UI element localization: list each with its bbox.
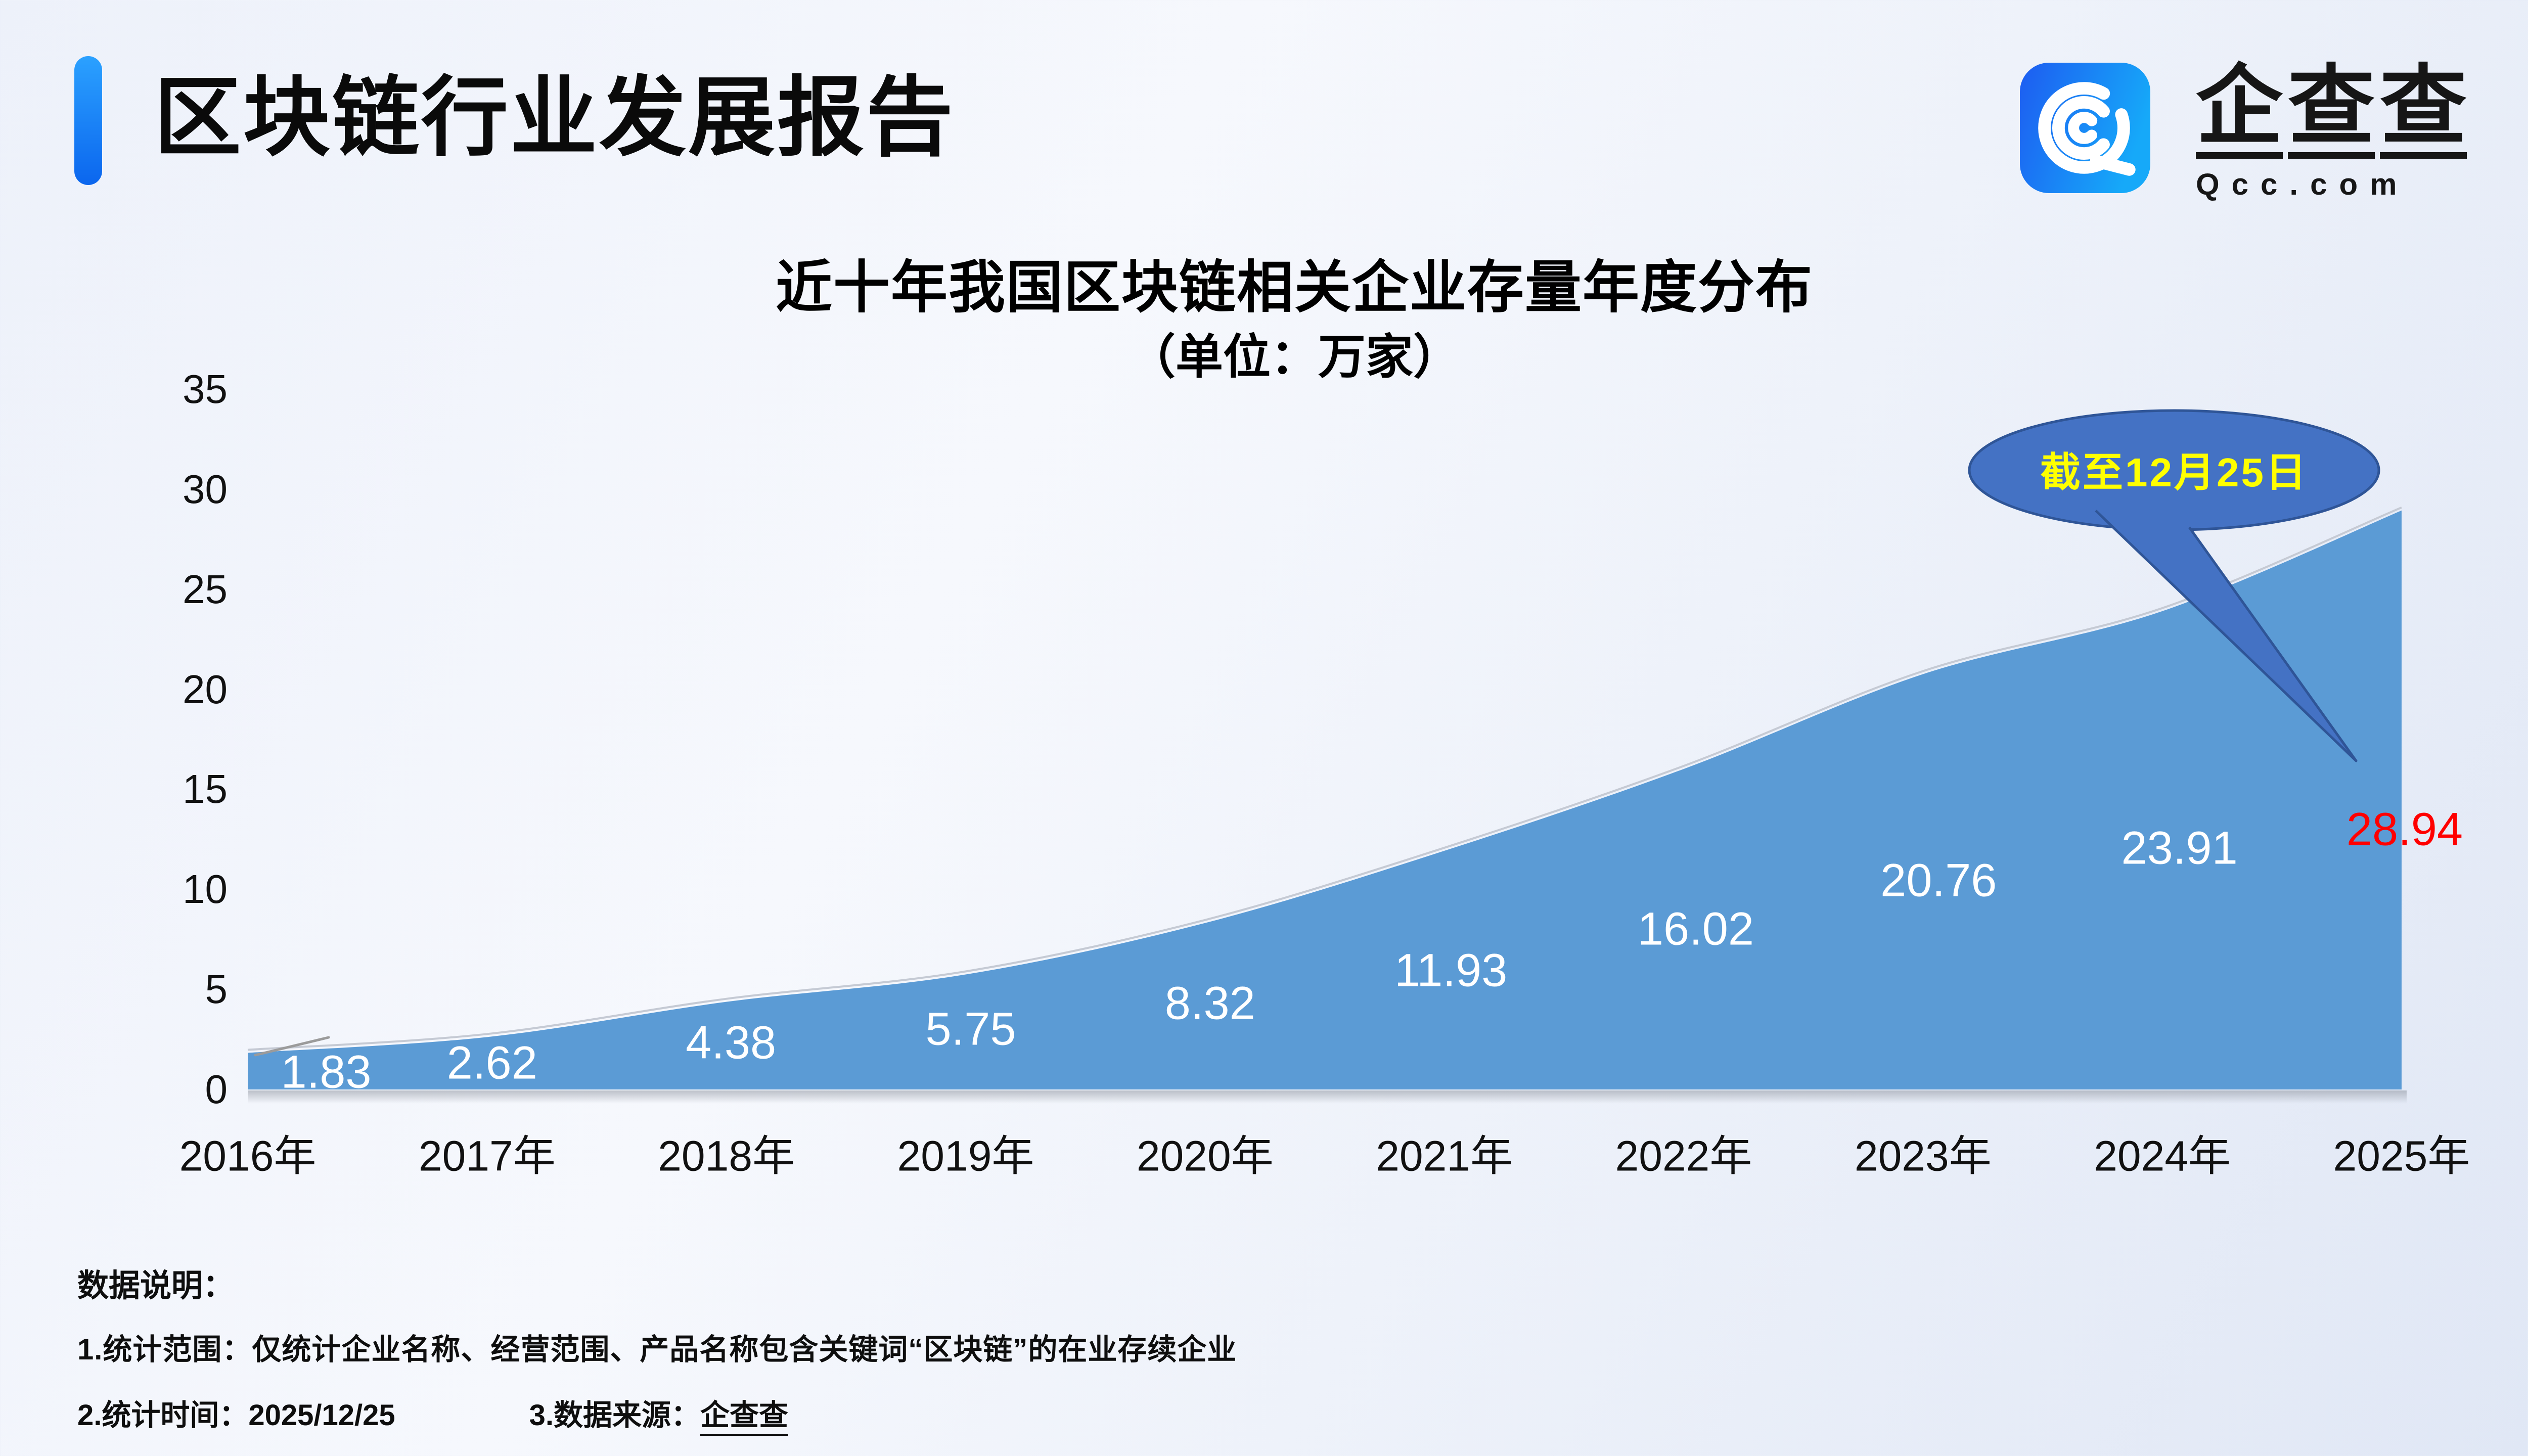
- x-axis-tick-label: 2024年: [2094, 1132, 2231, 1180]
- data-label: 8.32: [1164, 977, 1255, 1029]
- title-accent-bar: [74, 56, 102, 185]
- x-axis-tick-label: 2020年: [1136, 1132, 1274, 1180]
- x-axis-tick-label: 2019年: [897, 1132, 1034, 1180]
- data-label-highlight: 28.94: [2346, 803, 2463, 855]
- logo-text-block: 企 查 查 Qcc.com: [2196, 63, 2472, 202]
- y-axis-tick-label: 35: [183, 367, 228, 412]
- area-series: [248, 510, 2402, 1089]
- x-axis-tick-label: 2022年: [1615, 1132, 1752, 1180]
- data-label: 1.83: [281, 1046, 372, 1098]
- qcc-logo: 企 查 查 Qcc.com: [2020, 63, 2472, 202]
- notes-heading: 数据说明：: [77, 1268, 235, 1303]
- qcc-spiral-q-icon: [2020, 63, 2150, 193]
- x-axis-tick-label: 2018年: [658, 1132, 795, 1180]
- y-axis-tick-label: 25: [183, 566, 228, 612]
- data-label: 11.93: [1394, 944, 1508, 996]
- data-label: 5.75: [925, 1003, 1016, 1055]
- note-data-source: 3.数据来源：企查查: [529, 1391, 789, 1436]
- y-axis-tick-label: 20: [183, 666, 228, 712]
- x-axis-tick-label: 2021年: [1376, 1132, 1513, 1180]
- logo-name-char: 查: [2380, 63, 2467, 159]
- y-axis-tick-label: 0: [205, 1067, 228, 1112]
- note-statistics-scope: 1.统计范围：仅统计企业名称、经营范围、产品名称包含关键词“区块链”的在业存续企…: [77, 1333, 1237, 1366]
- chart-subtitle: （单位：万家）: [1127, 330, 1461, 383]
- logo-name-char: 企: [2196, 63, 2283, 159]
- data-label: 20.76: [1880, 854, 1997, 906]
- qcc-logo-icon: [2020, 63, 2150, 193]
- logo-name: 企 查 查: [2196, 63, 2472, 159]
- data-label: 4.38: [686, 1017, 777, 1069]
- callout-text: 截至12月25日: [2040, 450, 2308, 495]
- chart-title: 近十年我国区块链相关企业存量年度分布: [776, 256, 1813, 319]
- y-axis-tick-label: 10: [183, 867, 228, 912]
- x-axis-tick-label: 2023年: [1854, 1132, 1992, 1180]
- report-title: 区块链行业发展报告: [154, 69, 955, 166]
- note-data-source-label: 3.数据来源：: [529, 1399, 701, 1432]
- label-leader-line: [254, 1036, 330, 1057]
- data-label: 16.02: [1637, 903, 1754, 955]
- area-top-highlight: [247, 506, 2402, 1051]
- note-time-and-source: 2.统计时间：2025/12/25 3.数据来源：企查查: [77, 1391, 789, 1436]
- data-label: 2.62: [446, 1037, 537, 1089]
- note-statistics-time: 2.统计时间：2025/12/25: [77, 1399, 395, 1432]
- baseline-shadow: [248, 1090, 2407, 1104]
- x-axis-tick-label: 2017年: [418, 1132, 556, 1180]
- y-axis-tick-label: 15: [183, 766, 228, 812]
- logo-name-char: 查: [2288, 63, 2375, 159]
- callout-bubble-tail: [2095, 510, 2358, 762]
- x-axis-tick-label: 2025年: [2333, 1132, 2470, 1180]
- logo-domain: Qcc.com: [2196, 167, 2409, 201]
- x-axis-tick-label: 2016年: [179, 1132, 317, 1180]
- source-name: 企查查: [700, 1399, 789, 1436]
- data-label: 23.91: [2121, 822, 2238, 874]
- y-axis-tick-label: 5: [205, 967, 228, 1012]
- y-axis-tick-label: 30: [183, 466, 228, 512]
